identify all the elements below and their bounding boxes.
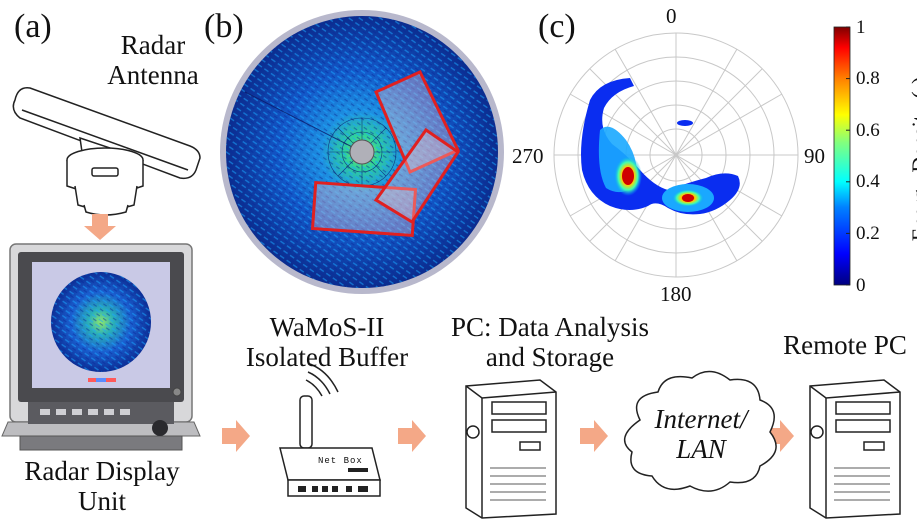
- colorbar-tick-0.2: 0.2: [856, 223, 880, 244]
- arrow-pc-to-cloud: [580, 420, 608, 452]
- pc-label: PC: Data Analysis and Storage: [432, 312, 668, 372]
- panel-label-c: (c): [538, 8, 576, 45]
- cloud-label-line1: Internet/: [654, 404, 748, 434]
- radar-antenna-label: Radar Antenna: [88, 30, 218, 90]
- panel-label-b: (b): [204, 8, 244, 45]
- polar-angle-90: 90: [804, 144, 825, 168]
- pc-label-line2: and Storage: [485, 342, 615, 373]
- remote-pc-illustration: [809, 379, 901, 519]
- pc-label-line1: PC: Data Analysis: [450, 312, 649, 342]
- panel-label-a: (a): [14, 8, 52, 45]
- radar-display-label-line2: Unit: [77, 486, 126, 517]
- wamos-label: WaMoS-II Isolated Buffer: [232, 312, 422, 372]
- radar-antenna-label-line1: Radar: [120, 30, 186, 60]
- arrow-display-to-buffer: [222, 420, 250, 452]
- radar-display-label-line1: Radar Display: [24, 456, 180, 486]
- radar-image: [220, 10, 504, 294]
- radar-display-label: Radar Display Unit: [2, 456, 202, 516]
- cloud-label-line2: LAN: [676, 434, 726, 465]
- polar-angle-270: 270: [512, 144, 544, 168]
- polar-spectrum: [553, 32, 799, 278]
- radar-display-unit-illustration: [1, 243, 201, 451]
- radar-antenna-illustration: [12, 87, 201, 216]
- colorbar-tick-0.6: 0.6: [856, 120, 880, 141]
- wamos-label-line2: Isolated Buffer: [245, 342, 409, 373]
- colorbar-tick-0: 0: [856, 275, 866, 296]
- colorbar-ticks: [846, 26, 850, 286]
- radar-antenna-label-line2: Antenna: [107, 60, 199, 91]
- arrow-buffer-to-pc: [398, 420, 426, 452]
- wamos-label-line1: WaMoS-II: [269, 312, 385, 342]
- cloud-label: Internet/ LAN: [636, 404, 766, 464]
- cloud-shape: [623, 370, 777, 492]
- colorbar-tick-0.4: 0.4: [856, 171, 880, 192]
- polar-angle-180: 180: [660, 282, 692, 306]
- analysis-box-2: [310, 180, 418, 238]
- router-label: Net Box: [318, 456, 363, 466]
- wamos-router-illustration: [279, 363, 381, 497]
- analysis-box-1: [374, 70, 461, 175]
- colorbar-tick-0.8: 0.8: [856, 68, 880, 89]
- colorbar-title: Energy Density (-): [907, 76, 917, 242]
- polar-angle-0: 0: [666, 4, 677, 28]
- colorbar-tick-1: 1: [856, 17, 866, 38]
- analysis-box-3: [373, 127, 461, 225]
- colorbar-gradient: [833, 26, 851, 286]
- arrow-antenna-to-display: [84, 214, 116, 240]
- pc-tower-illustration: [465, 379, 557, 519]
- remote-pc-label: Remote PC: [783, 330, 907, 360]
